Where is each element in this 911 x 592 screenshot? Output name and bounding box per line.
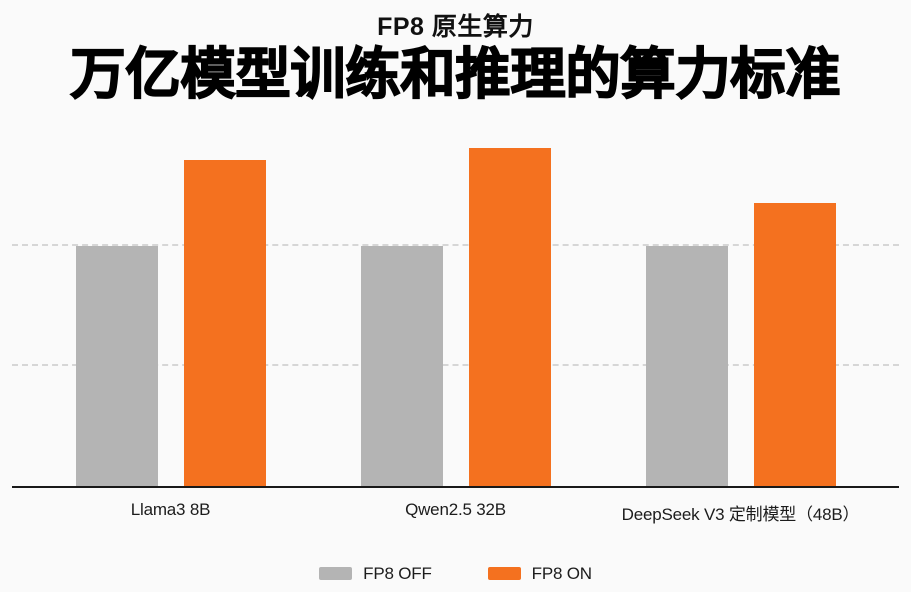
bar-fp8-on-0 [183, 159, 266, 486]
category-label-0: Llama3 8B [130, 499, 211, 519]
bar-fp8-on-2 [753, 203, 836, 486]
category-label-1: Qwen2.5 32B [405, 499, 506, 519]
bar-group-0: Llama3 8B [75, 159, 266, 519]
bar-fp8-off-2 [645, 246, 728, 486]
gridline-0 [12, 363, 899, 366]
legend-swatch-fp8-on [487, 567, 521, 581]
bar-fp8-off-0 [75, 246, 158, 486]
bar-chart-plot-area: Llama3 8B Qwen2.5 32B DeepSeek V3 定制模型（48B… [12, 134, 899, 524]
bar-groups: Llama3 8B Qwen2.5 32B DeepSeek V3 定制模型（48B… [12, 134, 899, 524]
legend-swatch-fp8-off [319, 567, 353, 581]
legend-item-fp8-off: FP8 OFF [319, 564, 432, 584]
bar-group-2: DeepSeek V3 定制模型（48B） [622, 203, 860, 524]
bar-fp8-on-1 [468, 147, 551, 486]
bar-fp8-off-1 [360, 246, 443, 486]
legend-label-fp8-off: FP8 OFF [363, 563, 432, 583]
category-label-2: DeepSeek V3 定制模型（48B） [621, 504, 860, 524]
gridline-1 [12, 244, 899, 247]
chart-subtitle: FP8 原生算力 [377, 13, 534, 41]
legend-label-fp8-on: FP8 ON [531, 563, 592, 583]
legend-item-fp8-on: FP8 ON [487, 563, 592, 584]
chart-title: 万亿模型训练和推理的算力标准 [70, 43, 842, 106]
bar-group-1: Qwen2.5 32B [360, 147, 551, 519]
chart-legend: FP8 OFF FP8 ON [0, 564, 911, 584]
